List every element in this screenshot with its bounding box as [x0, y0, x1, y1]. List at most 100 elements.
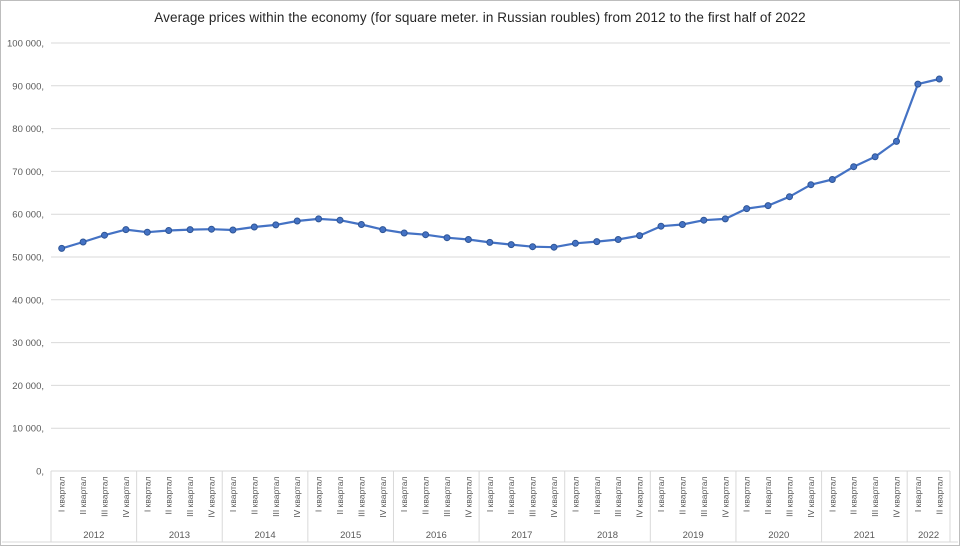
data-point-marker — [293, 217, 301, 225]
data-point-marker — [764, 202, 772, 210]
x-axis-year-label: 2013 — [169, 530, 190, 541]
data-point-marker — [143, 228, 151, 236]
x-axis-quarter-label: IV квартал — [121, 476, 131, 517]
data-point-marker — [893, 137, 900, 145]
y-axis-tick-label: 50 000, — [12, 253, 44, 264]
data-point-marker — [700, 216, 708, 224]
x-axis-year-label: 2014 — [254, 530, 275, 541]
data-point-marker — [336, 216, 344, 224]
x-axis-quarter-label: III квартал — [185, 476, 195, 516]
data-point-marker — [379, 226, 387, 234]
data-point-marker — [464, 236, 472, 243]
data-point-marker — [79, 238, 87, 246]
x-axis-quarter-label: III квартал — [528, 476, 538, 516]
data-point-marker — [229, 226, 237, 234]
data-point-marker — [571, 239, 579, 247]
x-axis-quarter-label: I квартал — [314, 476, 324, 512]
x-axis-quarter-label: I квартал — [827, 476, 837, 512]
chart-title: Average prices within the economy (for s… — [154, 10, 806, 25]
data-point-marker — [786, 193, 793, 201]
data-point-marker — [743, 205, 751, 213]
x-axis-quarter-label: II квартал — [78, 476, 88, 514]
y-axis-tick-label: 20 000, — [12, 381, 44, 392]
y-axis-tick-label: 40 000, — [12, 295, 44, 306]
x-axis-quarter-label: II квартал — [249, 476, 259, 514]
x-axis-year-label: 2020 — [768, 530, 789, 541]
x-axis-quarter-label: IV квартал — [806, 476, 816, 517]
x-axis-year-label: 2018 — [597, 530, 618, 541]
data-point-marker — [550, 243, 558, 251]
data-point-marker — [828, 176, 836, 183]
data-point-marker — [871, 153, 879, 161]
x-axis-quarter-label: I квартал — [399, 476, 409, 512]
x-axis-quarter-label: I квартал — [913, 476, 923, 512]
data-point-marker — [636, 232, 644, 240]
x-axis-quarter-label: III квартал — [271, 476, 281, 516]
data-point-marker — [850, 163, 858, 171]
x-axis-year-label: 2012 — [83, 530, 104, 541]
data-point-marker — [443, 234, 451, 242]
y-axis-tick-label: 90 000, — [12, 81, 44, 92]
x-axis-quarter-label: III квартал — [699, 476, 709, 516]
data-point-marker — [272, 221, 280, 229]
data-point-marker — [58, 244, 66, 252]
data-point-marker — [593, 238, 601, 246]
x-axis-quarter-label: IV квартал — [720, 476, 730, 517]
x-axis-quarter-label: III квартал — [870, 476, 880, 516]
x-axis-quarter-label: IV квартал — [549, 476, 559, 517]
data-point-marker — [101, 231, 108, 239]
data-point-marker — [807, 181, 815, 189]
x-axis-quarter-label: III квартал — [100, 476, 110, 516]
data-point-marker — [657, 222, 665, 230]
data-point-marker — [400, 229, 408, 237]
x-axis-quarter-label: III квартал — [784, 476, 794, 516]
data-point-marker — [422, 231, 430, 239]
y-axis-tick-label: 80 000, — [12, 124, 44, 135]
x-axis-year-label: 2017 — [511, 530, 532, 541]
x-axis-quarter-label: III квартал — [613, 476, 623, 516]
x-axis-quarter-label: III квартал — [356, 476, 366, 516]
data-point-marker — [315, 215, 323, 223]
data-point-marker — [357, 221, 365, 228]
data-point-marker — [721, 215, 729, 223]
x-axis-quarter-label: IV квартал — [463, 476, 473, 517]
data-point-marker — [507, 241, 515, 249]
x-axis-quarter-label: I квартал — [228, 476, 238, 512]
x-axis-quarter-label: II квартал — [763, 476, 773, 514]
x-axis-quarter-label: I квартал — [570, 476, 580, 512]
x-axis-year-label: 2016 — [426, 530, 447, 541]
data-point-marker — [486, 238, 494, 246]
x-axis-quarter-label: IV квартал — [891, 476, 901, 517]
x-axis-quarter-label: II квартал — [506, 476, 516, 514]
x-axis-year-label: 2015 — [340, 530, 361, 541]
data-point-marker — [935, 75, 943, 83]
x-axis-quarter-label: IV квартал — [635, 476, 645, 517]
x-axis-quarter-label: II квартал — [592, 476, 602, 514]
x-axis-quarter-label: II квартал — [934, 476, 944, 514]
data-point-marker — [165, 227, 173, 234]
x-axis-quarter-label: II квартал — [421, 476, 431, 514]
x-axis-quarter-label: I квартал — [742, 476, 752, 512]
price-series-line — [60, 77, 941, 250]
y-axis-tick-label: 0, — [36, 467, 44, 478]
data-point-marker — [250, 223, 258, 231]
data-point-marker — [208, 225, 215, 233]
y-axis-tick-label: 70 000, — [12, 167, 44, 178]
data-point-marker — [122, 226, 130, 234]
data-point-marker — [914, 80, 922, 88]
x-axis-quarter-label: I квартал — [57, 476, 67, 512]
x-axis-year-label: 2022 — [918, 530, 939, 541]
x-axis-quarter-label: III квартал — [442, 476, 452, 516]
x-axis-quarter-label: IV квартал — [207, 476, 217, 517]
x-axis-quarter-label: II квартал — [849, 476, 859, 514]
x-axis-quarter-label: IV квартал — [378, 476, 388, 517]
y-axis-tick-label: 30 000, — [12, 338, 44, 349]
x-axis-quarter-label: II квартал — [335, 476, 345, 514]
x-axis-quarter-label: I квартал — [656, 476, 666, 512]
data-point-marker — [186, 226, 194, 234]
y-axis-tick-label: 10 000, — [12, 424, 44, 435]
x-axis-quarter-label: II квартал — [677, 476, 687, 514]
x-axis-quarter-label: I квартал — [485, 476, 495, 512]
